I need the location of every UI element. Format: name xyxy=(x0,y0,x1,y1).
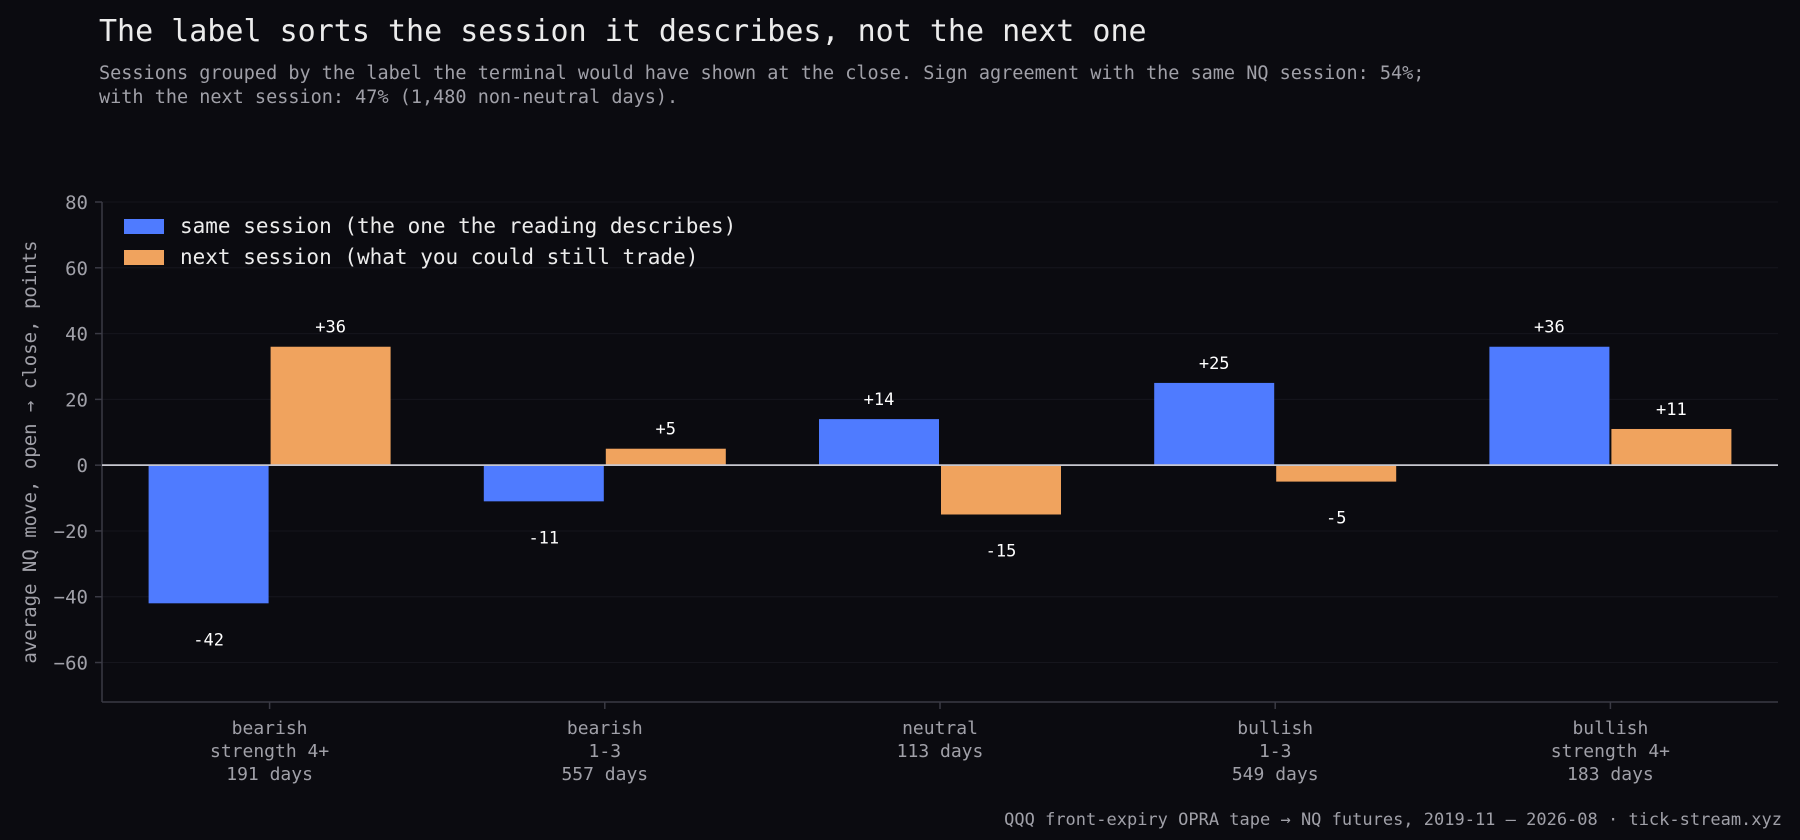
bar-same-session xyxy=(483,465,604,502)
category-label-line: neutral xyxy=(902,718,978,739)
bar-same-session xyxy=(819,419,939,466)
data-label: -42 xyxy=(193,630,224,650)
bars xyxy=(148,346,1732,604)
category-label-line: 549 days xyxy=(1232,764,1319,785)
category-label-line: 557 days xyxy=(561,764,648,785)
y-tick-label: 80 xyxy=(65,192,88,214)
y-tick-label: 40 xyxy=(65,324,88,346)
data-label: +25 xyxy=(1199,354,1230,374)
data-label: +36 xyxy=(315,318,346,338)
data-label: +5 xyxy=(656,420,676,440)
legend: same session (the one the reading descri… xyxy=(124,214,736,269)
category-label: bearish 1-3 557 days xyxy=(561,718,648,785)
legend-label: same session (the one the reading descri… xyxy=(180,214,736,238)
category-label: bullish 1-3 549 days xyxy=(1232,718,1319,785)
category-label-line: bullish xyxy=(1237,718,1313,739)
data-label: -15 xyxy=(986,542,1017,562)
data-labels: -42 +36 -11 +5 +14 -15 +25 -5 +36 +11 xyxy=(193,318,1687,651)
source-footer: QQQ front-expiry OPRA tape → NQ futures,… xyxy=(1004,810,1782,830)
category-label: bearish strength 4+ 191 days xyxy=(210,718,329,785)
category-label-line: 191 days xyxy=(226,764,313,785)
y-tick-label: −20 xyxy=(54,521,88,543)
y-tick-label: 0 xyxy=(77,455,88,477)
category-label-line: bearish xyxy=(567,718,643,739)
data-label: -5 xyxy=(1326,509,1346,529)
y-tick-label: −40 xyxy=(54,587,88,609)
category-label: neutral 113 days xyxy=(897,718,984,762)
chart-subtitle: Sessions grouped by the label the termin… xyxy=(99,62,1424,110)
category-label-line: 183 days xyxy=(1567,764,1654,785)
legend-label: next session (what you could still trade… xyxy=(180,245,698,269)
bar-next-session xyxy=(1276,465,1397,482)
category-label-line: strength 4+ xyxy=(1551,741,1670,762)
bar-next-session xyxy=(605,448,726,466)
category-label: bullish strength 4+ 183 days xyxy=(1551,718,1670,785)
chart-title: The label sorts the session it describes… xyxy=(99,14,1147,49)
bar-next-session xyxy=(270,346,391,466)
data-label: +11 xyxy=(1656,400,1687,420)
category-label-line: 113 days xyxy=(897,741,984,762)
y-axis-title: average NQ move, open → close, points xyxy=(19,240,41,663)
bar-same-session xyxy=(1154,382,1275,466)
axes: 80 60 40 20 0 −20 −40 −60 average NQ move, open … xyxy=(19,192,1778,785)
bar-same-session xyxy=(1489,346,1610,466)
category-label-line: 1-3 xyxy=(589,741,622,762)
legend-swatch xyxy=(124,250,164,265)
category-label-line: bearish xyxy=(232,718,308,739)
y-tick-label: −60 xyxy=(54,653,88,675)
category-label-line: strength 4+ xyxy=(210,741,329,762)
data-label: -11 xyxy=(528,528,559,548)
data-label: +36 xyxy=(1534,318,1565,338)
legend-swatch xyxy=(124,219,164,234)
y-tick-label: 60 xyxy=(65,258,88,280)
bar-next-session xyxy=(941,465,1061,515)
data-label: +14 xyxy=(864,390,895,410)
bar-next-session xyxy=(1611,428,1732,466)
subtitle-line-2: with the next session: 47% (1,480 non-ne… xyxy=(99,87,679,108)
bar-same-session xyxy=(148,465,269,604)
category-label-line: bullish xyxy=(1572,718,1648,739)
category-label-line: 1-3 xyxy=(1259,741,1292,762)
y-tick-label: 20 xyxy=(65,389,88,411)
subtitle-line-1: Sessions grouped by the label the termin… xyxy=(99,63,1425,84)
